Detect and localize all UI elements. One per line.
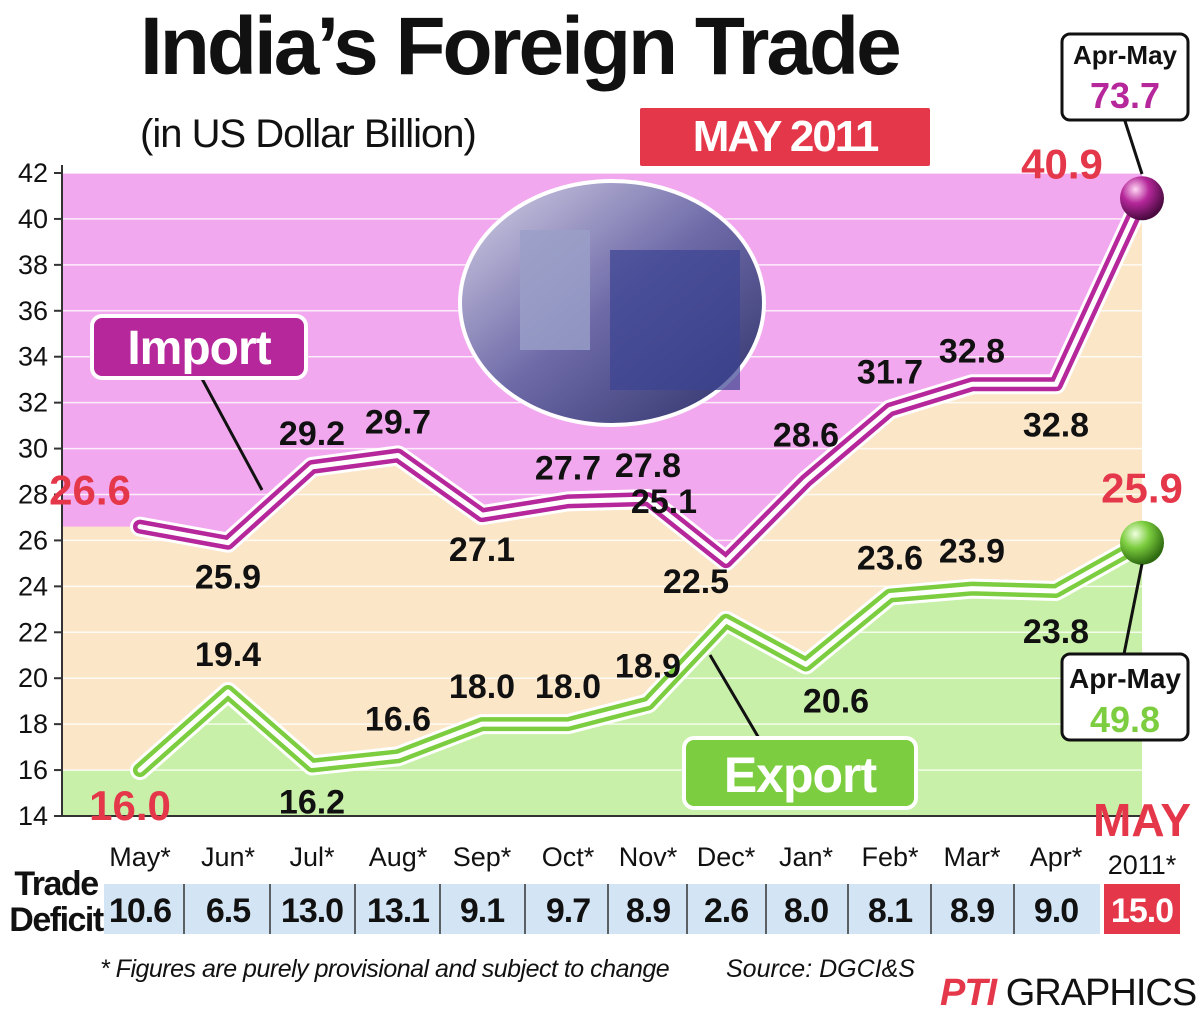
export-data-label: 16.6 <box>365 700 431 738</box>
x-tick-label: Apr* <box>1030 842 1083 872</box>
export-end-marker <box>1120 520 1164 565</box>
import-callout-pointer <box>1122 117 1144 175</box>
export-callout-box <box>1060 652 1190 742</box>
trade-deficit-value: 15.0 <box>1111 892 1173 930</box>
trade-deficit-value: 10.6 <box>109 892 171 930</box>
trade-deficit-value: 8.9 <box>626 892 670 930</box>
credit-text: GRAPHICS <box>1005 972 1197 1014</box>
x-tick-label: Jul* <box>289 842 335 872</box>
ship-photo-crane <box>520 230 590 350</box>
export-data-label: 25.9 <box>1101 465 1183 512</box>
footnote: * Figures are purely provisional and sub… <box>100 955 670 983</box>
import-badge-label: Import <box>127 322 271 375</box>
export-callout-label: Apr-May <box>1069 663 1181 694</box>
x-tick-label: Dec* <box>697 842 756 872</box>
y-tick-label: 36 <box>18 296 48 326</box>
import-data-label: 32.8 <box>1023 406 1089 444</box>
trade-deficit-value: 8.1 <box>868 892 912 930</box>
export-data-label: 18.0 <box>449 668 515 706</box>
x-tick-label: Mar* <box>943 842 1000 872</box>
y-tick-label: 30 <box>18 434 48 464</box>
export-data-label: 23.8 <box>1023 613 1089 651</box>
current-month-label: MAY <box>1093 794 1191 846</box>
chart-title: India’s Foreign Trade <box>140 1 902 92</box>
y-tick-label: 28 <box>18 480 48 510</box>
export-data-label: 23.9 <box>939 533 1005 571</box>
x-tick-label: Jun* <box>201 842 256 872</box>
trade-deficit-value: 8.0 <box>784 892 828 930</box>
export-badge <box>682 736 918 810</box>
x-tick-label: May* <box>109 842 171 872</box>
export-badge-label: Export <box>724 747 878 803</box>
import-callout-value: 73.7 <box>1090 75 1160 116</box>
export-data-label: 18.9 <box>615 647 681 685</box>
credit-brand: PTI <box>940 972 997 1014</box>
import-data-label: 25.9 <box>195 559 261 597</box>
trade-deficit-value: 6.5 <box>206 892 250 930</box>
y-tick-label: 24 <box>18 571 48 601</box>
import-badge-pointer <box>198 374 264 491</box>
export-data-label: 19.4 <box>195 636 261 674</box>
import-data-label: 26.6 <box>49 467 131 514</box>
import-callout-box <box>1060 32 1190 122</box>
trade-deficit-label: Trade Deficit <box>9 865 104 939</box>
y-tick-label: 32 <box>18 388 48 418</box>
trade-deficit-value: 2.6 <box>704 892 748 930</box>
export-data-label: 18.0 <box>535 668 601 706</box>
x-tick-label: Oct* <box>542 842 595 872</box>
x-tick-label: Feb* <box>861 842 919 872</box>
trade-deficit-value: 9.7 <box>546 892 590 930</box>
y-tick-label: 22 <box>18 617 48 647</box>
trade-deficit-value: 8.9 <box>950 892 994 930</box>
y-tick-label: 34 <box>18 342 48 372</box>
y-tick-label: 14 <box>18 801 48 831</box>
x-tick-label: Jan* <box>779 842 834 872</box>
export-callout-value: 49.8 <box>1090 699 1160 740</box>
x-tick-label: Nov* <box>619 842 678 872</box>
y-tick-label: 26 <box>18 525 48 555</box>
ship-photo-containers <box>610 250 740 390</box>
import-data-label: 27.1 <box>449 531 515 569</box>
export-data-label: 16.0 <box>89 782 171 829</box>
import-data-label: 27.7 <box>535 449 601 487</box>
y-tick-label: 18 <box>18 709 48 739</box>
y-tick-label: 42 <box>18 158 48 188</box>
import-data-label: 40.9 <box>1021 140 1103 187</box>
chart-subtitle: (in US Dollar Billion) <box>140 112 477 156</box>
trade-deficit-value: 9.1 <box>460 892 504 930</box>
y-tick-label: 16 <box>18 755 48 785</box>
import-data-label: 29.2 <box>279 415 345 453</box>
import-data-label: 31.7 <box>857 354 923 392</box>
x-tick-label: Aug* <box>369 842 428 872</box>
export-line-inner <box>137 540 1145 773</box>
export-data-label: 22.5 <box>663 563 729 601</box>
trade-deficit-value: 9.0 <box>1034 892 1078 930</box>
import-callout-label: Apr-May <box>1073 40 1178 70</box>
import-data-label: 32.8 <box>939 332 1005 370</box>
import-data-label: 25.1 <box>631 483 697 521</box>
y-tick-label: 38 <box>18 250 48 280</box>
import-badge <box>90 314 308 380</box>
export-callout-pointer <box>1122 563 1144 655</box>
source-note: Source: DGCI&S <box>726 955 915 983</box>
import-data-label: 28.6 <box>773 417 839 455</box>
trade-deficit-highlight <box>1104 884 1180 934</box>
export-data-label: 20.6 <box>803 682 869 720</box>
y-tick-label: 20 <box>18 663 48 693</box>
x-tick-label: Sep* <box>453 842 512 872</box>
pti-graphics-credit: PTI GRAPHICS <box>940 972 1197 1015</box>
trade-deficit-value: 13.1 <box>367 892 429 930</box>
export-data-label: 23.6 <box>857 540 923 578</box>
trade-deficit-value: 13.0 <box>281 892 343 930</box>
export-badge-pointer <box>708 654 762 741</box>
import-data-label: 29.7 <box>365 403 431 441</box>
import-end-marker <box>1120 176 1164 221</box>
month-badge: MAY 2011 <box>640 108 930 166</box>
export-data-label: 16.2 <box>279 783 345 821</box>
import-data-label: 27.8 <box>615 447 681 485</box>
y-tick-label: 40 <box>18 204 48 234</box>
current-month-year: 2011* <box>1108 850 1177 880</box>
import-line-inner <box>137 195 1145 564</box>
